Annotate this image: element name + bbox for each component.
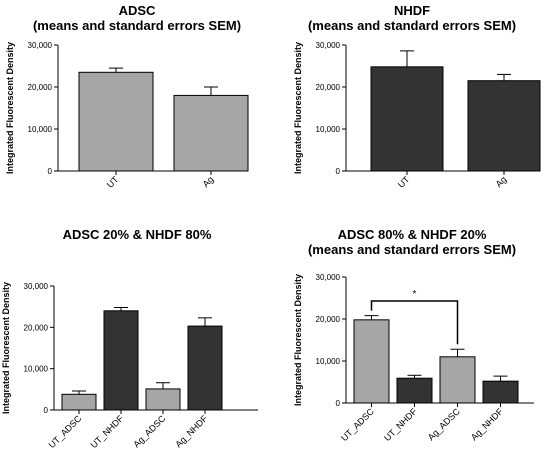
x-tick-label: UT_ADSC — [47, 413, 84, 450]
y-tick-label: 10,000 — [316, 357, 341, 366]
bar-ag-adsc — [439, 356, 476, 404]
chart-panel-adsc20-nhdf80: ADSC 20% & NHDF 80% Integrated Fluorescen… — [0, 215, 275, 459]
chart-panel-adsc80-nhdf20: ADSC 80% & NHDF 20% (means and standard e… — [275, 215, 550, 459]
x-tick-label: UT — [396, 174, 412, 190]
y-tick-label: 30,000 — [316, 41, 341, 50]
chart-svg-adsc: ADSC(means and standard errors SEM) Integ… — [5, 3, 249, 190]
y-tick-label: 30,000 — [24, 282, 49, 291]
bar-ag-adsc — [145, 388, 181, 411]
chart-title: NHDF — [394, 3, 430, 18]
chart-subtitle: (means and standard errors SEM) — [308, 18, 516, 33]
y-tick-label: 0 — [336, 167, 341, 176]
x-tick-label: Ag_NHDF — [173, 413, 209, 449]
bar-ag — [467, 80, 541, 172]
bar-ag — [173, 94, 249, 172]
y-axis-label: Integrated Fluorescent Density — [5, 42, 15, 174]
y-tick-label: 10,000 — [316, 125, 341, 134]
y-tick-label: 20,000 — [316, 83, 341, 92]
x-tick-label: Ag_ADSC — [131, 413, 167, 449]
x-tick-label: Ag — [201, 174, 216, 189]
y-tick-label: 20,000 — [24, 323, 49, 332]
bar-ag-nhdf — [482, 380, 519, 404]
y-axis-label: Integrated Fluorescent Density — [293, 42, 303, 174]
x-tick-label: Ag — [494, 174, 509, 189]
bar-ag-nhdf — [187, 325, 223, 411]
chart-title: ADSC — [119, 3, 156, 18]
y-tick-label: 0 — [336, 399, 341, 408]
significance-label: * — [413, 289, 417, 300]
chart-svg-adsc80-nhdf20: ADSC 80% & NHDF 20%(means and standard e… — [293, 227, 534, 443]
chart-svg-nhdf: NHDF(means and standard errors SEM) Integ… — [293, 3, 541, 190]
chart-panel-adsc: ADSC (means and standard errors SEM) Integ… — [0, 0, 275, 215]
y-axis-label: Integrated Fluorescent Density — [1, 282, 11, 414]
chart-title: ADSC 80% & NHDF 20% — [338, 227, 487, 242]
y-tick-label: 20,000 — [316, 315, 341, 324]
chart-subtitle: (means and standard errors SEM) — [33, 18, 241, 33]
bar-ut — [370, 66, 444, 172]
chart-subtitle: (means and standard errors SEM) — [308, 242, 516, 257]
bar-ut-nhdf — [396, 377, 433, 404]
chart-panel-nhdf: NHDF (means and standard errors SEM) Integ… — [275, 0, 550, 215]
chart-svg-adsc20-nhdf80: ADSC 20% & NHDF 80% Integrated Fluorescen… — [1, 227, 258, 450]
x-tick-label: UT_ADSC — [339, 406, 376, 443]
y-tick-label: 0 — [44, 406, 49, 415]
x-tick-label: UT_NHDF — [89, 413, 126, 450]
bar-ut-nhdf — [103, 310, 139, 411]
y-tick-label: 10,000 — [28, 125, 53, 134]
y-tick-label: 20,000 — [28, 83, 53, 92]
x-tick-label: Ag_NHDF — [469, 406, 505, 442]
y-tick-label: 30,000 — [316, 273, 341, 282]
x-tick-label: UT_NHDF — [382, 406, 419, 443]
y-tick-label: 0 — [48, 167, 53, 176]
y-tick-label: 10,000 — [24, 365, 49, 374]
bar-ut-adsc — [61, 393, 97, 411]
chart-title: ADSC 20% & NHDF 80% — [63, 227, 212, 242]
y-tick-label: 30,000 — [28, 41, 53, 50]
y-axis-label: Integrated Fluorescent Density — [293, 274, 303, 406]
x-tick-label: UT — [105, 174, 121, 190]
x-tick-label: Ag_ADSC — [426, 406, 462, 442]
bar-ut — [78, 71, 154, 172]
bar-ut-adsc — [353, 319, 390, 404]
significance-bracket — [370, 300, 459, 345]
